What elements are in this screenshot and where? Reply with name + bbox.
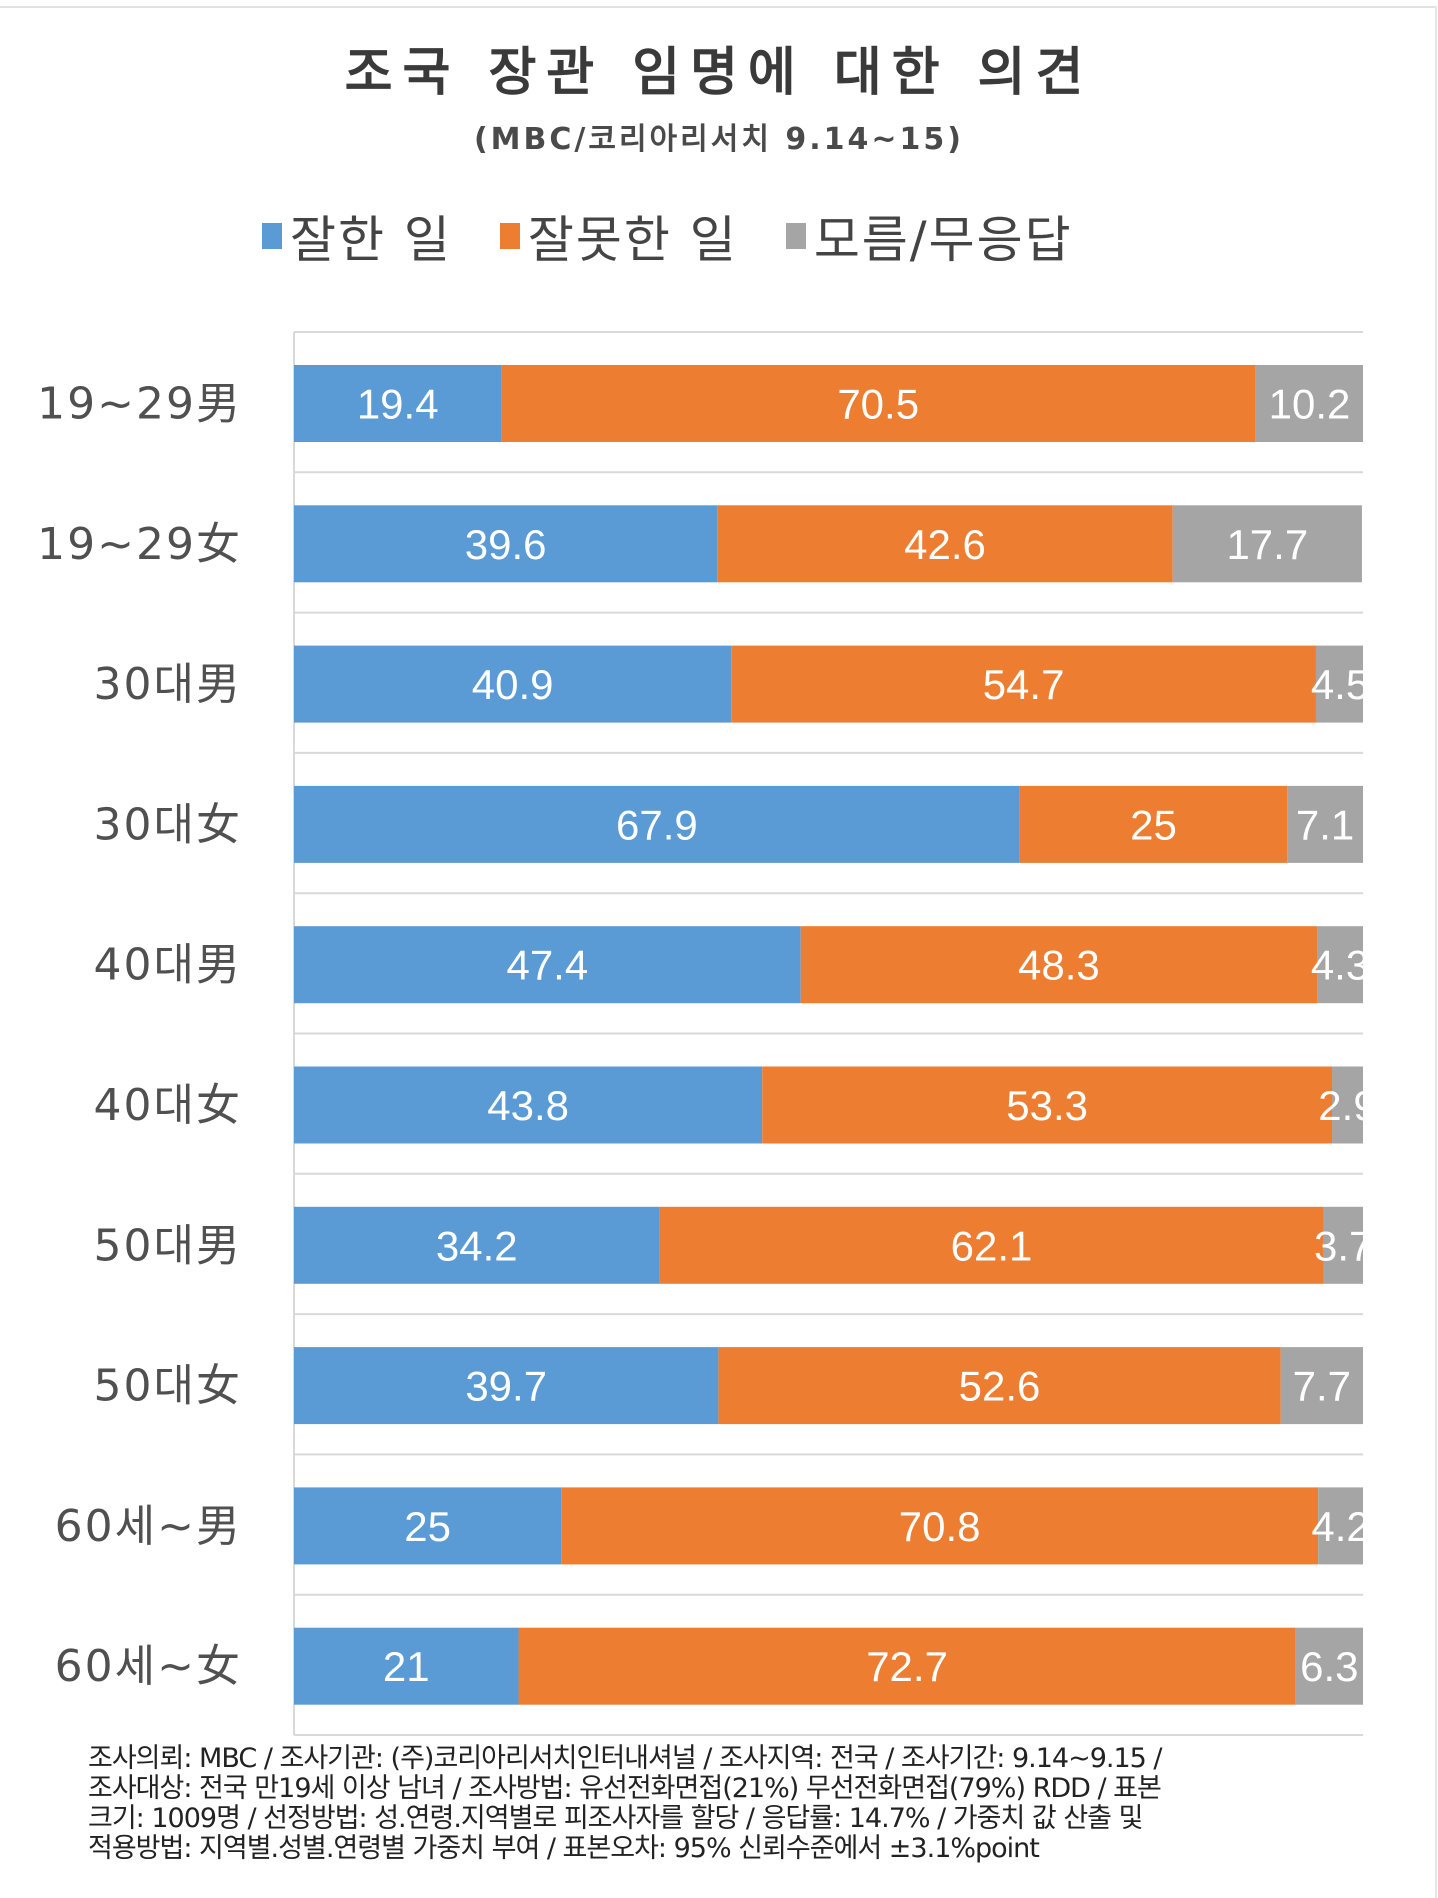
data-label: 4.5	[1311, 661, 1369, 708]
bar-segment	[294, 1066, 763, 1144]
category-label: 40대男	[94, 940, 242, 991]
legend-label-unknown: 모름/무응답	[813, 211, 1073, 269]
bar-segment	[659, 1206, 1324, 1284]
footnote-line: 적용방법: 지역별.성별.연령별 가중치 부여 / 표본오차: 95% 신뢰수준…	[88, 1833, 1040, 1864]
data-label: 17.7	[1226, 521, 1308, 568]
category-labels: 19~29男 19~29女 30대男 30대女 40대男 40대女 50대男 50대女 60세~…	[37, 379, 242, 1693]
legend-label-disapprove: 잘못한 일	[527, 211, 738, 269]
bar-segment	[1295, 1627, 1363, 1705]
legend-item-unknown: 모름/무응답	[785, 200, 1073, 272]
gridlines	[294, 331, 1363, 1736]
data-label: 25	[404, 1503, 451, 1550]
bar-segment	[294, 926, 801, 1004]
legend-swatch-approve	[262, 223, 282, 249]
category-label: 40대女	[94, 1080, 242, 1131]
data-label: 10.2	[1269, 381, 1351, 428]
legend: 잘한 일 잘못한 일 모름/무응답	[262, 204, 1121, 269]
bar-segment	[1019, 785, 1288, 863]
bar-segment	[1323, 1206, 1363, 1284]
data-label: 70.5	[837, 381, 919, 428]
data-label: 25	[1130, 801, 1177, 848]
category-label: 60세~女	[55, 1641, 242, 1692]
data-label: 19.4	[357, 381, 439, 428]
bar-segment	[294, 1487, 562, 1565]
legend-label-approve: 잘한 일	[290, 211, 452, 269]
bar-segment	[294, 365, 502, 442]
legend-item-approve: 잘한 일	[262, 200, 452, 272]
bar-segment	[294, 785, 1020, 863]
data-label: 7.7	[1293, 1363, 1351, 1410]
bar-segment	[1317, 926, 1363, 1004]
data-label: 39.6	[465, 521, 547, 568]
data-label: 21	[383, 1643, 430, 1690]
chart-title: 조국 장관 임명에 대한 의견	[344, 43, 1094, 103]
data-label: 62.1	[951, 1222, 1033, 1269]
data-label: 67.9	[616, 801, 698, 848]
data-label: 4.3	[1311, 942, 1369, 989]
data-label: 40.9	[472, 661, 554, 708]
bar-segment	[294, 1627, 519, 1705]
bar-segment	[762, 1066, 1332, 1144]
data-label: 53.3	[1006, 1082, 1088, 1129]
bar-segment	[294, 505, 718, 583]
bar-segment	[294, 1347, 719, 1425]
bar-segment	[294, 1206, 660, 1284]
footnote-line: 조사대상: 전국 만19세 이상 남녀 / 조사방법: 유선전화면접(21%) …	[88, 1773, 1162, 1804]
data-label: 42.6	[904, 521, 986, 568]
bars: 19.4 70.5 10.2 39.6 42.6 17.7 40.9 54.7 4.5 67.9 2…	[294, 365, 1376, 1705]
legend-swatch-unknown	[785, 223, 806, 249]
bar-segment	[1331, 1066, 1363, 1144]
bar-segment	[1318, 1487, 1363, 1565]
bar-segment	[561, 1487, 1319, 1565]
survey-footnote: 조사의뢰: MBC / 조사기관: (주)코리아리서치인터내셔널 / 조사지역:…	[88, 1744, 1378, 1864]
category-label: 19~29男	[37, 379, 242, 430]
data-label: 4.2	[1311, 1503, 1369, 1550]
data-label: 6.3	[1300, 1643, 1358, 1690]
category-label: 30대女	[94, 799, 242, 850]
bar-segment	[501, 365, 1256, 442]
data-label: 43.8	[487, 1082, 569, 1129]
bar-segment	[718, 1347, 1281, 1425]
legend-item-disapprove: 잘못한 일	[499, 200, 738, 272]
footnote-line: 크기: 1009명 / 선정방법: 성.연령.지역별로 피조사자를 할당 / 응…	[88, 1803, 1143, 1834]
data-label: 72.7	[866, 1643, 948, 1690]
category-label: 60세~男	[55, 1501, 242, 1552]
data-label: 48.3	[1018, 942, 1100, 989]
data-label: 70.8	[899, 1503, 981, 1550]
category-label: 30대男	[94, 659, 242, 710]
category-label: 19~29女	[37, 519, 242, 570]
bar-segment	[800, 926, 1318, 1004]
bar-segment	[1172, 505, 1362, 583]
data-label: 47.4	[506, 942, 588, 989]
frame-top-border	[0, 6, 1436, 8]
category-label: 50대男	[94, 1220, 242, 1271]
bar-segment	[1255, 365, 1363, 442]
data-label: 39.7	[465, 1363, 547, 1410]
data-label: 52.6	[959, 1363, 1041, 1410]
data-label: 54.7	[983, 661, 1065, 708]
data-label: 2.9	[1318, 1082, 1376, 1129]
frame-right-border	[1435, 6, 1437, 1898]
bar-segment	[518, 1627, 1296, 1705]
chart-subtitle: (MBC/코리아리서치 9.14~15)	[473, 122, 965, 157]
bar-segment	[294, 645, 732, 723]
legend-swatch-disapprove	[499, 223, 520, 249]
bar-segment	[1315, 645, 1363, 723]
bar-segment	[1287, 785, 1363, 863]
data-label: 3.7	[1314, 1222, 1372, 1269]
bar-segment	[717, 505, 1173, 583]
bar-segment	[1280, 1347, 1363, 1425]
category-label: 50대女	[94, 1361, 242, 1412]
footnote-line: 조사의뢰: MBC / 조사기관: (주)코리아리서치인터내셔널 / 조사지역:…	[88, 1743, 1163, 1774]
bar-segment	[731, 645, 1316, 723]
data-label: 34.2	[436, 1222, 518, 1269]
data-label: 7.1	[1296, 801, 1354, 848]
